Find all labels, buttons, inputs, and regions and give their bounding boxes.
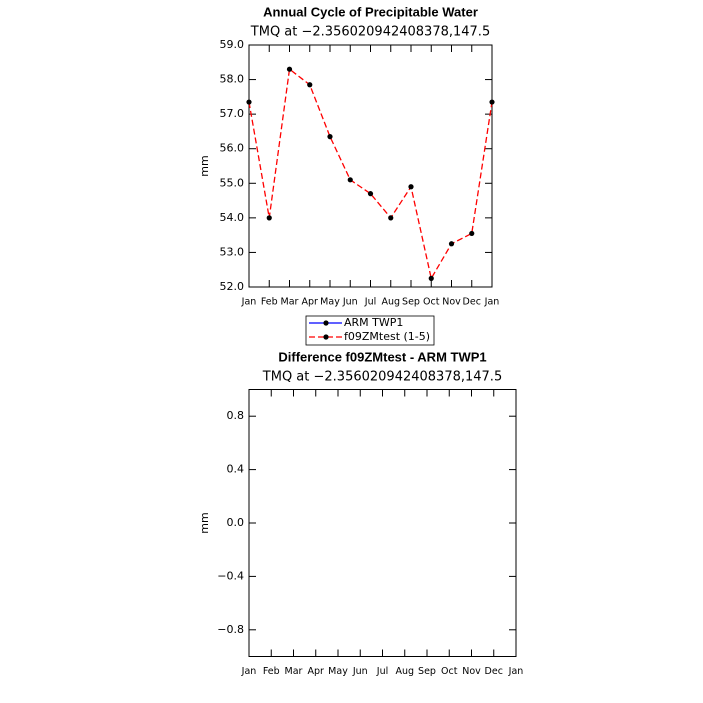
x-tick-label: Mar: [281, 297, 299, 308]
y-tick-label: 52.0: [220, 280, 245, 293]
y-tick-label: 58.0: [220, 73, 245, 86]
y-tick-label: −0.8: [217, 623, 244, 636]
chart-subtitle: TMQ at −2.356020942408378,147.5: [262, 370, 502, 385]
x-tick-label: Jan: [508, 666, 524, 677]
y-tick-label: 0.0: [227, 516, 245, 529]
data-point: [246, 99, 252, 105]
data-point: [408, 184, 414, 190]
x-tick-label: Feb: [263, 666, 280, 677]
x-tick-label: Aug: [395, 666, 414, 677]
y-tick-label: 55.0: [220, 176, 245, 189]
data-point: [367, 191, 374, 197]
x-tick-label: Sep: [402, 297, 420, 308]
data-point: [307, 82, 313, 88]
data-point: [327, 134, 333, 140]
x-tick-label: Jul: [376, 666, 388, 677]
legend-marker: [323, 320, 329, 326]
x-tick-label: May: [320, 297, 340, 308]
y-axis-label: mm: [198, 155, 211, 176]
data-point: [428, 275, 434, 281]
x-tick-label: Nov: [442, 297, 461, 308]
y-tick-label: −0.4: [217, 569, 244, 582]
x-tick-label: Jun: [342, 297, 358, 308]
x-tick-label: Apr: [308, 666, 325, 677]
x-tick-label: Jul: [364, 297, 376, 308]
legend-label: ARM TWP1: [344, 316, 403, 329]
x-tick-label: Sep: [418, 666, 436, 677]
y-tick-label: 53.0: [220, 245, 245, 258]
y-tick-label: 56.0: [220, 142, 245, 155]
x-tick-label: Aug: [381, 297, 400, 308]
data-point: [469, 230, 475, 237]
data-point: [286, 66, 293, 72]
legend-box: [305, 315, 435, 346]
x-tick-label: Jun: [352, 666, 368, 677]
plot-frame: [248, 44, 493, 288]
x-tick-label: Jan: [484, 297, 500, 308]
x-tick-label: Jan: [241, 666, 257, 677]
x-tick-label: Apr: [302, 297, 319, 308]
data-point: [489, 99, 495, 105]
chart-title: Difference f09ZMtest - ARM TWP1: [278, 349, 486, 364]
x-tick-label: Mar: [285, 666, 303, 677]
x-tick-label: Dec: [463, 297, 481, 308]
x-tick-label: Oct: [441, 666, 458, 677]
data-point: [448, 241, 455, 247]
legend-label: f09ZMtest (1-5): [344, 330, 430, 343]
chart-subtitle: TMQ at −2.356020942408378,147.5: [250, 25, 490, 40]
y-axis-label: mm: [198, 512, 211, 533]
y-tick-label: 0.8: [227, 409, 245, 422]
plot-frame: [248, 389, 517, 657]
x-tick-label: Oct: [423, 297, 440, 308]
data-point: [347, 177, 353, 183]
legend-marker: [323, 334, 329, 340]
y-tick-label: 59.0: [220, 38, 245, 51]
x-tick-label: May: [328, 666, 348, 677]
y-tick-label: 0.4: [227, 463, 245, 476]
y-tick-label: 57.0: [220, 107, 245, 120]
data-point: [388, 215, 394, 221]
x-tick-label: Dec: [485, 666, 503, 677]
chart-title: Annual Cycle of Precipitable Water: [263, 4, 478, 19]
x-tick-label: Feb: [261, 297, 278, 308]
x-tick-label: Nov: [462, 666, 481, 677]
y-tick-label: 54.0: [220, 211, 245, 224]
x-tick-label: Jan: [241, 297, 257, 308]
series-line: [248, 68, 493, 281]
data-point: [266, 215, 272, 221]
